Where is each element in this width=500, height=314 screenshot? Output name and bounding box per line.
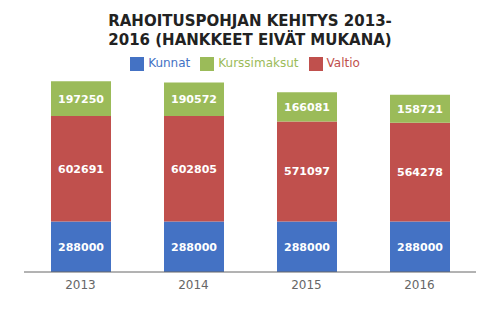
svg-text:288000: 288000 xyxy=(284,241,330,254)
svg-text:2014: 2014 xyxy=(178,278,209,292)
svg-text:2016: 2016 xyxy=(404,278,435,292)
html-text:RAHOITUSPOHJAN KEHITYS 2013-: RAHOITUSPOHJAN KEHITYS 2013- xyxy=(108,12,392,30)
html-text:Valtio: Valtio xyxy=(326,56,360,70)
svg-text:158721: 158721 xyxy=(397,103,443,116)
html-text:2016 (HANKKEET EIVÄT MUKANA): 2016 (HANKKEET EIVÄT MUKANA) xyxy=(108,31,392,49)
svg-text:190572: 190572 xyxy=(171,93,217,106)
html-text:Kunnat: Kunnat xyxy=(148,56,191,70)
svg-text:602691: 602691 xyxy=(58,163,104,176)
svg-text:564278: 564278 xyxy=(397,166,443,179)
svg-text:2015: 2015 xyxy=(291,278,322,292)
svg-text:2013: 2013 xyxy=(65,278,96,292)
svg-text:197250: 197250 xyxy=(58,93,104,106)
svg-text:288000: 288000 xyxy=(171,241,217,254)
svg-text:288000: 288000 xyxy=(397,241,443,254)
html-text:Kurssimaksut: Kurssimaksut xyxy=(218,56,299,70)
svg-text:602805: 602805 xyxy=(171,163,217,176)
svg-text:571097: 571097 xyxy=(284,165,330,178)
svg-text:288000: 288000 xyxy=(58,241,104,254)
svg-text:166081: 166081 xyxy=(284,101,330,114)
